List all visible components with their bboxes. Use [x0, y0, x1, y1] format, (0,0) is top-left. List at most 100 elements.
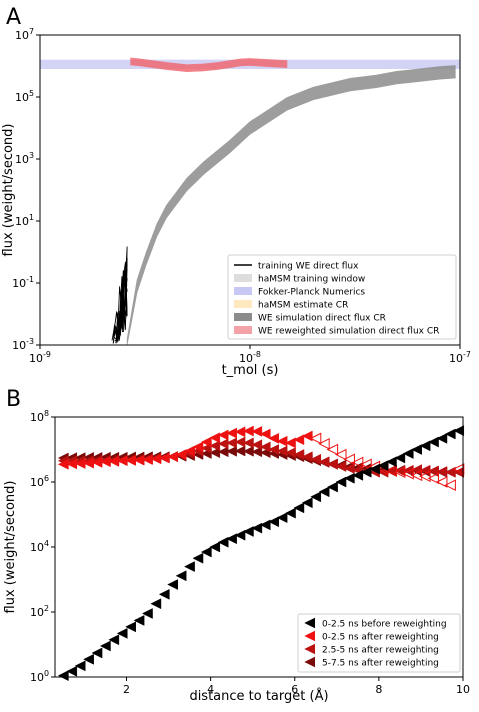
we-band-shape: [126, 65, 456, 346]
panel-a-x-axis-label: t_mol (s): [222, 363, 279, 378]
data-marker: [200, 546, 212, 558]
data-marker: [335, 461, 347, 472]
data-marker: [167, 579, 179, 590]
data-marker: [327, 458, 338, 470]
legend-label: 0-2.5 ns after reweighting: [322, 633, 439, 643]
data-marker: [133, 615, 145, 626]
data-marker: [175, 570, 187, 582]
data-marker: [184, 561, 195, 572]
data-marker: [327, 481, 338, 493]
data-marker: [284, 507, 296, 519]
legend-marker-swatch: [304, 656, 315, 668]
panel-b-label: B: [6, 387, 21, 412]
panel-b-x-axis-label: distance to target (Å): [189, 688, 328, 704]
panel-b-y-axis-label: flux (weight/second): [3, 481, 18, 614]
x-tick-label: 2: [123, 683, 130, 696]
data-marker: [351, 456, 364, 469]
y-tick-label: 104: [30, 539, 49, 554]
data-marker: [343, 472, 355, 484]
data-marker: [200, 436, 212, 448]
legend-box: [227, 254, 457, 340]
legend-patch-swatch: [234, 274, 252, 282]
data-marker: [343, 453, 355, 466]
data-marker: [284, 437, 296, 449]
data-marker: [301, 430, 313, 442]
data-marker: [301, 451, 313, 463]
data-marker: [66, 665, 78, 677]
legend-patch-swatch: [234, 313, 252, 321]
y-tick-label: 108: [30, 409, 49, 424]
panel-b: 2 4 6 8 10 100 102 104 106 108 distance to target…: [3, 409, 470, 704]
y-tick-label: 101: [15, 213, 34, 228]
panel-a-legend: training WE direct flux haMSM training wi…: [227, 254, 457, 340]
data-marker: [251, 439, 263, 451]
training-line: [112, 259, 128, 344]
legend-label: haMSM estimate CR: [258, 301, 348, 311]
data-marker: [293, 502, 305, 514]
data-marker: [268, 444, 279, 455]
data-marker: [352, 469, 364, 481]
data-marker: [419, 440, 431, 452]
data-marker: [284, 447, 296, 459]
legend-label: 2.5-5 ns after reweighting: [322, 646, 439, 656]
data-marker: [268, 516, 279, 528]
data-marker: [226, 427, 237, 439]
legend-marker-swatch: [304, 630, 315, 642]
data-marker: [435, 476, 448, 488]
data-marker: [158, 588, 170, 600]
data-marker: [99, 640, 111, 652]
data-marker: [394, 452, 406, 464]
data-marker: [259, 519, 271, 531]
data-marker: [444, 479, 456, 491]
y-tick-label: 106: [30, 474, 49, 489]
data-marker: [234, 529, 246, 541]
legend-label: training WE direct flux: [258, 262, 359, 272]
y-tick-label: 10-3: [12, 337, 34, 352]
legend-label: WE reweighted simulation direct flux CR: [258, 327, 439, 337]
data-marker: [167, 451, 179, 463]
data-marker: [192, 441, 204, 453]
legend-marker-swatch: [304, 643, 315, 655]
data-marker: [309, 432, 322, 445]
data-marker: [301, 497, 313, 509]
data-marker: [158, 452, 170, 464]
reweighted-band-shape: [130, 57, 288, 73]
data-marker: [318, 456, 330, 468]
data-marker: [226, 533, 237, 545]
data-marker: [251, 522, 263, 534]
data-marker: [141, 608, 153, 619]
we-direct-flux-band: [126, 65, 456, 346]
panel-a-ticks: 10-9 10-8 10-7 10-3 10-1 101 103 105 107: [12, 27, 471, 365]
training-we-lines: [111, 246, 128, 344]
legend-patch-swatch: [234, 300, 252, 308]
data-marker: [334, 448, 347, 461]
data-marker: [125, 621, 136, 633]
data-marker: [326, 443, 339, 456]
panel-b-markers: [57, 425, 465, 682]
data-marker: [360, 466, 372, 478]
legend-label: haMSM training window: [258, 275, 365, 285]
legend-label: Fokker-Planck Numerics: [258, 288, 365, 298]
data-marker: [251, 426, 263, 437]
data-marker: [310, 453, 322, 465]
legend-label: 0-2.5 ns before reweighting: [322, 620, 447, 630]
data-marker: [444, 428, 456, 440]
data-marker: [310, 491, 322, 503]
panel-a: 10-9 10-8 10-7 10-3 10-1 101 103 105 107 t_mol (…: [1, 27, 471, 378]
legend-label: WE simulation direct flux CR: [258, 314, 386, 324]
panel-a-y-axis-label: flux (weight/second): [1, 124, 16, 257]
data-marker: [217, 429, 229, 441]
data-marker: [276, 512, 288, 524]
data-marker: [209, 440, 221, 452]
data-marker: [83, 653, 94, 665]
y-tick-label: 105: [15, 89, 34, 104]
data-marker: [175, 449, 187, 460]
data-marker: [242, 437, 254, 449]
x-tick-label: 4: [207, 683, 214, 696]
data-marker: [343, 463, 355, 474]
panel-b-legend: 0-2.5 ns before reweighting 0-2.5 ns afte…: [297, 613, 461, 673]
data-marker: [276, 435, 288, 447]
data-marker: [74, 660, 86, 672]
data-marker: [402, 448, 414, 459]
data-marker: [293, 434, 305, 446]
